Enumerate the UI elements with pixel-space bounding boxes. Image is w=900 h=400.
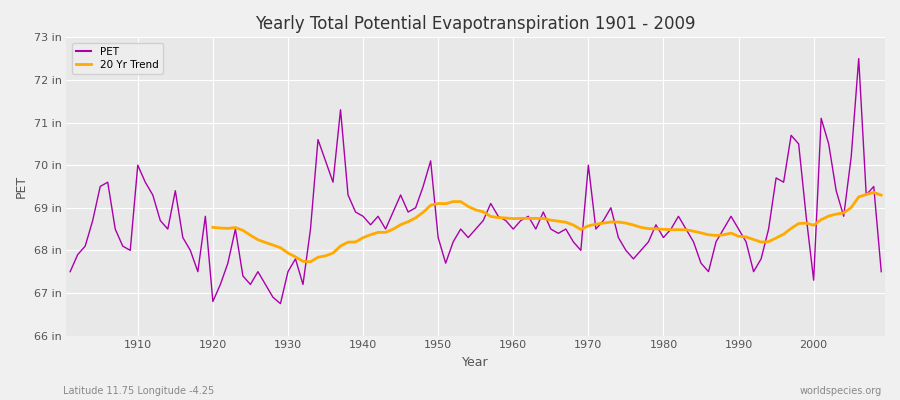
Text: worldspecies.org: worldspecies.org bbox=[800, 386, 882, 396]
Text: Latitude 11.75 Longitude -4.25: Latitude 11.75 Longitude -4.25 bbox=[63, 386, 214, 396]
Y-axis label: PET: PET bbox=[15, 175, 28, 198]
Title: Yearly Total Potential Evapotranspiration 1901 - 2009: Yearly Total Potential Evapotranspiratio… bbox=[256, 15, 696, 33]
X-axis label: Year: Year bbox=[463, 356, 489, 369]
Legend: PET, 20 Yr Trend: PET, 20 Yr Trend bbox=[72, 42, 163, 74]
